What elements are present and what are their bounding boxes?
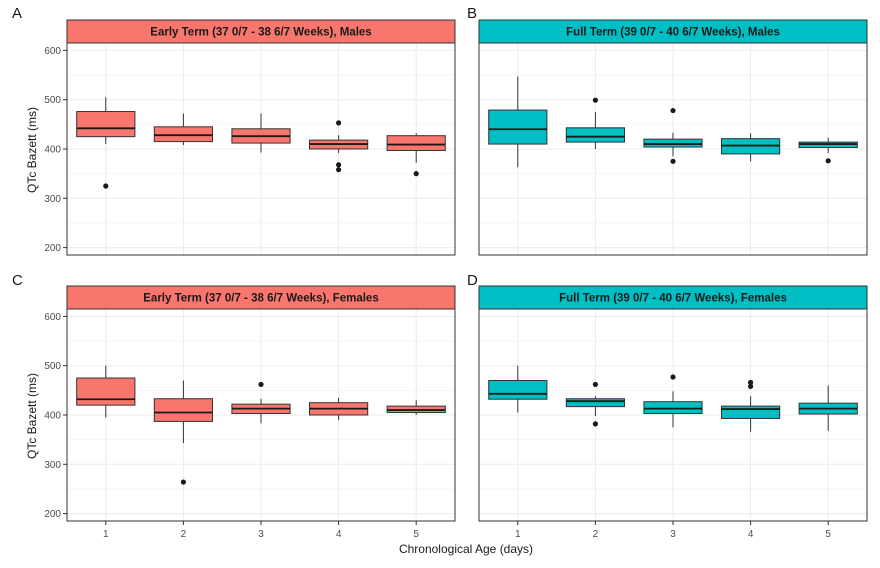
panel-c: Early Term (37 0/7 - 38 6/7 Weeks), Fema…	[12, 272, 456, 540]
panel-d-strip	[478, 285, 868, 310]
box-day-2	[565, 381, 625, 427]
panel-c-tag-label: C	[12, 272, 23, 289]
panel-d-strip-title: Full Term (39 0/7 - 40 6/7 Weeks), Femal…	[559, 293, 787, 305]
x-tick-label: 5	[825, 529, 831, 540]
y-tick-label: 200	[44, 509, 61, 520]
x-tick-label: 3	[258, 529, 264, 540]
y-tick-label: 500	[44, 361, 61, 372]
box-day-5	[386, 133, 446, 177]
panel-d-tag-label: D	[467, 272, 478, 289]
box-day-4	[721, 379, 781, 432]
box-iqr	[153, 398, 214, 422]
outlier-point	[670, 107, 676, 114]
panel-b-tag-label: B	[467, 5, 477, 22]
panel-a-strip-title: Early Term (37 0/7 - 38 6/7 Weeks), Male…	[150, 27, 371, 39]
box-iqr	[488, 379, 548, 400]
box-day-3	[643, 107, 703, 164]
box-iqr	[76, 111, 136, 138]
panel-a-strip	[66, 19, 456, 44]
box-day-2	[153, 380, 214, 485]
panel-b: Full Term (39 0/7 - 40 6/7 Weeks), Males…	[467, 5, 868, 256]
y-tick-label: 200	[44, 243, 61, 254]
panel-b-strip-title: Full Term (39 0/7 - 40 6/7 Weeks), Males	[566, 27, 780, 39]
panel-a: Early Term (37 0/7 - 38 6/7 Weeks), Male…	[12, 5, 456, 256]
y-tick-label: 400	[44, 145, 61, 156]
box-iqr	[643, 401, 703, 415]
box-day-2	[153, 113, 214, 146]
outlier-point	[670, 158, 676, 164]
panel-a-tag-label: A	[12, 5, 22, 22]
box-day-1	[76, 365, 136, 418]
y-axis-title-top: QTc Bazett (ms)	[25, 107, 39, 193]
y-tick-label: 500	[44, 95, 61, 106]
outlier-point	[592, 381, 599, 388]
box-day-5	[386, 400, 446, 415]
panel-c-strip	[66, 285, 456, 310]
box-iqr	[76, 377, 136, 406]
outlier-point	[748, 379, 754, 386]
x-tick-label: 4	[748, 529, 754, 540]
box-iqr	[643, 138, 703, 148]
box-day-2	[565, 97, 625, 149]
box-day-4	[721, 133, 781, 162]
x-tick-label: 1	[103, 529, 109, 540]
box-iqr	[721, 405, 781, 419]
outlier-point	[180, 479, 186, 485]
x-tick-label: 2	[181, 529, 187, 540]
box-day-3	[231, 113, 291, 153]
y-tick-label: 400	[44, 411, 61, 422]
box-iqr	[488, 109, 548, 145]
outlier-point	[336, 120, 342, 126]
y-tick-label: 300	[44, 194, 61, 205]
box-day-5	[798, 385, 858, 431]
y-tick-label: 300	[44, 460, 61, 471]
box-day-4	[309, 397, 369, 420]
box-day-1	[488, 365, 548, 413]
box-day-3	[231, 381, 291, 424]
outlier-point	[258, 381, 264, 388]
x-tick-label: 4	[336, 529, 342, 540]
outlier-point	[336, 162, 342, 168]
box-day-1	[76, 97, 136, 189]
x-tick-label: 2	[593, 529, 599, 540]
x-tick-label: 3	[670, 529, 676, 540]
box-day-4	[309, 120, 369, 173]
outlier-point	[670, 374, 676, 380]
outlier-point	[413, 171, 419, 177]
outlier-point	[825, 158, 831, 164]
panels-layer: Early Term (37 0/7 - 38 6/7 Weeks), Male…	[12, 5, 868, 540]
box-day-1	[488, 76, 548, 168]
outlier-point	[103, 183, 109, 189]
x-tick-label: 1	[515, 529, 521, 540]
box-iqr	[153, 126, 214, 143]
panel-c-strip-title: Early Term (37 0/7 - 38 6/7 Weeks), Fema…	[143, 293, 378, 305]
y-tick-label: 600	[44, 312, 61, 323]
panel-b-strip	[478, 19, 868, 44]
y-tick-label: 600	[44, 46, 61, 57]
box-day-3	[643, 374, 703, 428]
outlier-point	[336, 167, 342, 173]
box-day-5	[798, 137, 858, 164]
box-iqr	[565, 127, 625, 143]
box-iqr	[565, 398, 625, 408]
outlier-point	[748, 383, 754, 390]
outlier-point	[592, 97, 599, 103]
outlier-point	[592, 421, 599, 427]
x-tick-label: 5	[413, 529, 419, 540]
panel-d: Full Term (39 0/7 - 40 6/7 Weeks), Femal…	[467, 272, 868, 540]
y-axis-title-bottom: QTc Bazett (ms)	[25, 373, 39, 459]
x-axis-title: Chronological Age (days)	[399, 542, 533, 556]
box-iqr	[386, 135, 446, 151]
